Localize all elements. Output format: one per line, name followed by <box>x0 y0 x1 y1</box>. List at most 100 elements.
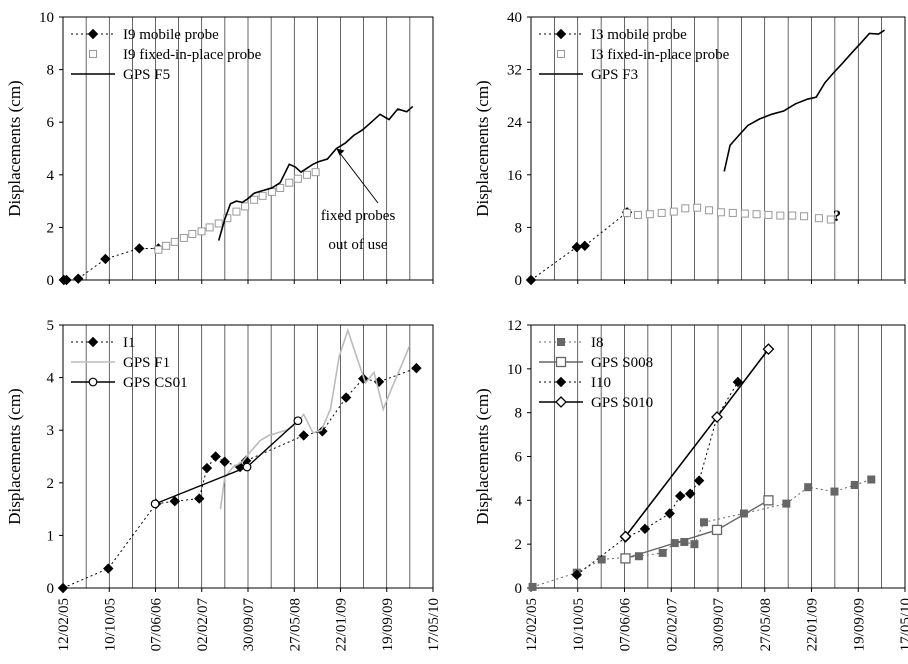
data-point <box>411 362 422 374</box>
series-i3-mobile-probe <box>525 207 633 286</box>
data-point <box>597 555 606 564</box>
data-point <box>317 426 328 437</box>
data-point <box>763 495 774 506</box>
data-point <box>340 392 352 403</box>
data-point <box>788 211 797 220</box>
data-point <box>232 207 241 216</box>
chart-panel-1: 0 2 4 6 8 10 Displacements (cm) I9 mobile probe… <box>5 10 434 289</box>
data-point <box>681 204 690 213</box>
y-axis-label: Displacements (cm) <box>5 388 24 524</box>
data-point <box>675 490 686 502</box>
series-gps-s010 <box>619 343 775 543</box>
data-point <box>826 215 835 224</box>
y-tick-label: 12 <box>507 318 522 334</box>
y-tick-label: 16 <box>507 168 523 184</box>
data-point <box>693 475 705 486</box>
data-point <box>210 451 221 462</box>
x-tick-label: 27/05/08 <box>287 598 303 651</box>
data-point <box>850 480 859 489</box>
data-point <box>830 487 839 496</box>
legend-swatch-marker <box>555 28 567 40</box>
y-tick-label: 0 <box>515 581 523 597</box>
y-tick-label: 8 <box>515 220 523 236</box>
x-tick-label: 22/01/09 <box>334 598 350 651</box>
data-point <box>571 569 582 581</box>
data-point <box>150 499 160 509</box>
data-point <box>711 524 723 536</box>
grid-lines <box>554 17 882 280</box>
data-point <box>258 191 267 200</box>
data-point <box>162 241 171 250</box>
legend: I3 mobile probe I3 fixed-in-place probe GP… <box>539 27 730 83</box>
y-tick-label: 6 <box>515 450 523 466</box>
legend-swatch-marker <box>87 336 99 348</box>
annotation-text: out of use <box>328 237 388 253</box>
y-tick-label: 10 <box>39 10 54 26</box>
data-point <box>619 530 632 543</box>
data-point <box>57 582 69 594</box>
data-point <box>242 462 252 472</box>
x-tick-label: 12/02/05 <box>524 598 540 651</box>
legend-label: I8 <box>591 335 604 351</box>
legend: I9 mobile probe I9 fixed-in-place probe GP… <box>71 27 262 83</box>
chart-panel-2: 0 8 16 24 32 40 Displacements (cm) I3 mobile pr… <box>473 10 906 289</box>
x-tick-label: 10/10/05 <box>102 598 118 651</box>
y-axis-label: Displacements (cm) <box>473 388 492 524</box>
data-point <box>293 174 302 183</box>
data-point <box>525 274 537 286</box>
series-line <box>532 479 872 588</box>
data-point <box>276 183 285 192</box>
data-point <box>250 195 259 204</box>
data-point <box>179 233 188 242</box>
legend-label: GPS CS01 <box>123 375 188 391</box>
y-tick-label: 32 <box>507 63 522 79</box>
data-point <box>867 475 876 484</box>
data-point <box>658 548 667 557</box>
y-tick-label: 2 <box>47 476 55 492</box>
data-point <box>664 508 675 519</box>
data-point <box>100 253 111 265</box>
annotation-arrow <box>339 152 379 204</box>
chart-panel-4: 0 2 4 6 8 10 12 12/02/05 10/10/05 07/06/06 02/02/0… <box>473 318 908 651</box>
legend-label: GPS F5 <box>123 67 170 83</box>
y-tick-label: 6 <box>47 115 55 131</box>
series-line <box>624 348 770 537</box>
series-line <box>723 29 885 172</box>
data-point <box>154 245 163 254</box>
data-point <box>285 178 294 187</box>
data-point <box>134 243 145 254</box>
y-tick-label: 1 <box>47 528 55 544</box>
data-point <box>214 219 223 228</box>
x-tick-label: 07/06/06 <box>149 598 165 652</box>
legend-label: GPS F3 <box>591 67 638 83</box>
data-point <box>358 373 369 384</box>
data-point <box>223 214 232 223</box>
data-point <box>782 499 791 508</box>
data-point <box>579 240 590 252</box>
x-tick-label: 17/05/10 <box>898 598 908 651</box>
y-tick-label: 24 <box>507 115 523 131</box>
data-point <box>634 552 643 561</box>
data-point <box>800 212 809 221</box>
x-tick-label: 17/05/10 <box>426 598 442 651</box>
legend-swatch-marker <box>557 338 565 346</box>
x-tick-label: 07/06/06 <box>618 598 634 652</box>
data-point <box>633 210 642 219</box>
x-tick-label: 30/09/07 <box>711 598 727 652</box>
legend-swatch-marker <box>89 50 97 58</box>
data-point <box>680 537 689 546</box>
legend-swatch-marker <box>555 356 567 368</box>
data-point <box>776 211 785 220</box>
data-point <box>302 170 311 179</box>
series-i8 <box>528 475 876 591</box>
y-axis-label: Displacements (cm) <box>473 80 492 216</box>
y-tick-label: 0 <box>47 273 55 289</box>
data-point <box>188 229 197 238</box>
data-point <box>804 483 813 492</box>
series-gps-f1 <box>219 327 411 510</box>
data-point <box>690 540 699 549</box>
series-i9-fixed-in-place-probe <box>154 168 320 254</box>
series-i1 <box>57 362 422 594</box>
data-point <box>740 209 749 218</box>
data-point <box>197 227 206 236</box>
